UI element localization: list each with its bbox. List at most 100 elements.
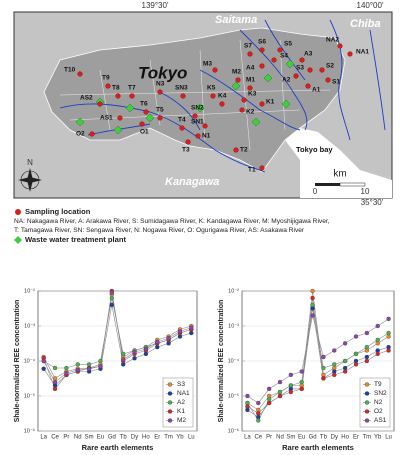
data-point xyxy=(288,389,294,395)
data-point xyxy=(143,346,149,352)
data-point xyxy=(375,351,380,357)
sampling-point xyxy=(337,43,343,49)
x-tick-label: Nd xyxy=(276,435,284,441)
point-label: S6 xyxy=(258,39,266,46)
legend-marker xyxy=(364,391,370,396)
data-point xyxy=(299,386,304,392)
sampling-point xyxy=(219,101,225,107)
data-point xyxy=(86,362,92,367)
legend-label: T9 xyxy=(374,381,382,388)
sampling-point xyxy=(241,97,247,103)
sampling-point xyxy=(179,125,185,131)
legend-marker xyxy=(364,382,370,387)
point-label: O2 xyxy=(76,131,85,138)
legend-marker xyxy=(167,382,173,387)
point-label: K5 xyxy=(207,85,216,92)
x-tick-label: Sm xyxy=(286,435,295,441)
data-point xyxy=(364,354,370,360)
y-tick-label: 10⁻⁶ xyxy=(228,427,239,434)
y-axis-title: Shale-normalized REE concentration xyxy=(218,300,225,423)
point-label: T10 xyxy=(64,67,76,74)
x-tick-label: Yb xyxy=(374,435,382,441)
point-label: N1 xyxy=(202,133,211,140)
sampling-point xyxy=(192,113,198,119)
data-point xyxy=(364,358,370,364)
scale-bar xyxy=(315,182,366,187)
x-tick-label: Gd xyxy=(108,435,116,441)
legend-marker xyxy=(14,236,22,244)
sampling-point xyxy=(89,131,95,137)
north-label: N xyxy=(27,158,33,167)
data-point xyxy=(342,369,348,374)
x-tick-label: Yb xyxy=(176,435,184,441)
scale-unit: km xyxy=(333,169,346,180)
sampling-point xyxy=(259,101,265,107)
data-point xyxy=(386,348,391,353)
data-point xyxy=(245,404,250,409)
legend-marker xyxy=(364,409,370,414)
legend-marker xyxy=(167,418,173,423)
legend-label: A2 xyxy=(177,399,185,406)
sampling-point xyxy=(212,67,218,73)
data-point xyxy=(52,376,58,381)
north-arrow xyxy=(18,168,42,192)
x-tick-label: Lu xyxy=(385,435,392,441)
sampling-point xyxy=(259,47,265,53)
tokyo-bay xyxy=(285,128,392,198)
data-point xyxy=(155,344,160,350)
data-point xyxy=(177,329,183,334)
data-point xyxy=(332,348,337,353)
legend-marker xyxy=(364,418,370,423)
point-label: A3 xyxy=(304,51,313,58)
data-point xyxy=(342,341,348,346)
point-label: A1 xyxy=(312,87,321,94)
y-axis-title: Shale-normalized REE concentration xyxy=(14,300,21,423)
data-point xyxy=(41,358,46,364)
x-tick-label: Eu xyxy=(97,435,104,441)
x-tick-label: Dy xyxy=(331,435,338,441)
data-point xyxy=(132,356,137,361)
point-label: NA2 xyxy=(326,37,339,44)
data-point xyxy=(64,370,69,376)
point-label: T6 xyxy=(140,101,148,108)
point-label: K2 xyxy=(246,109,255,116)
treatment-plants xyxy=(75,59,295,135)
sampling-point xyxy=(157,115,163,121)
point-label: T1 xyxy=(248,167,256,174)
x-tick-label: Tb xyxy=(120,435,128,441)
x-tick-label: Eu xyxy=(298,435,305,441)
point-label: O1 xyxy=(140,129,149,136)
data-point xyxy=(353,334,359,339)
data-point xyxy=(386,316,391,322)
data-point xyxy=(310,295,315,301)
x-tick-label: Nd xyxy=(74,435,82,441)
legend-marker xyxy=(15,209,21,215)
legend-label: NA1 xyxy=(177,390,190,397)
sampling-point xyxy=(259,63,265,69)
coord-label: 35°30' xyxy=(361,198,384,207)
data-point xyxy=(245,393,250,399)
x-tick-label: Gd xyxy=(309,435,317,441)
x-tick-label: Ho xyxy=(142,435,150,441)
data-point xyxy=(321,354,326,360)
data-point xyxy=(288,383,294,388)
sampling-point xyxy=(97,101,103,107)
x-tick-label: La xyxy=(40,435,47,441)
point-label: T7 xyxy=(128,85,136,92)
point-label: S7 xyxy=(244,43,252,50)
data-point xyxy=(189,325,194,330)
sampling-point xyxy=(195,133,201,139)
point-label: T5 xyxy=(156,107,164,114)
legend-label: N2 xyxy=(374,399,383,406)
sampling-point xyxy=(77,71,83,77)
data-point xyxy=(86,366,92,371)
x-axis-title: Rare earth elements xyxy=(282,443,354,452)
data-point xyxy=(332,362,337,367)
sampling-point xyxy=(115,93,121,99)
point-label: S4 xyxy=(280,53,288,60)
sampling-point xyxy=(259,165,265,171)
point-label: SN2 xyxy=(191,105,204,112)
data-point xyxy=(109,295,114,301)
x-tick-label: Pr xyxy=(266,435,272,441)
